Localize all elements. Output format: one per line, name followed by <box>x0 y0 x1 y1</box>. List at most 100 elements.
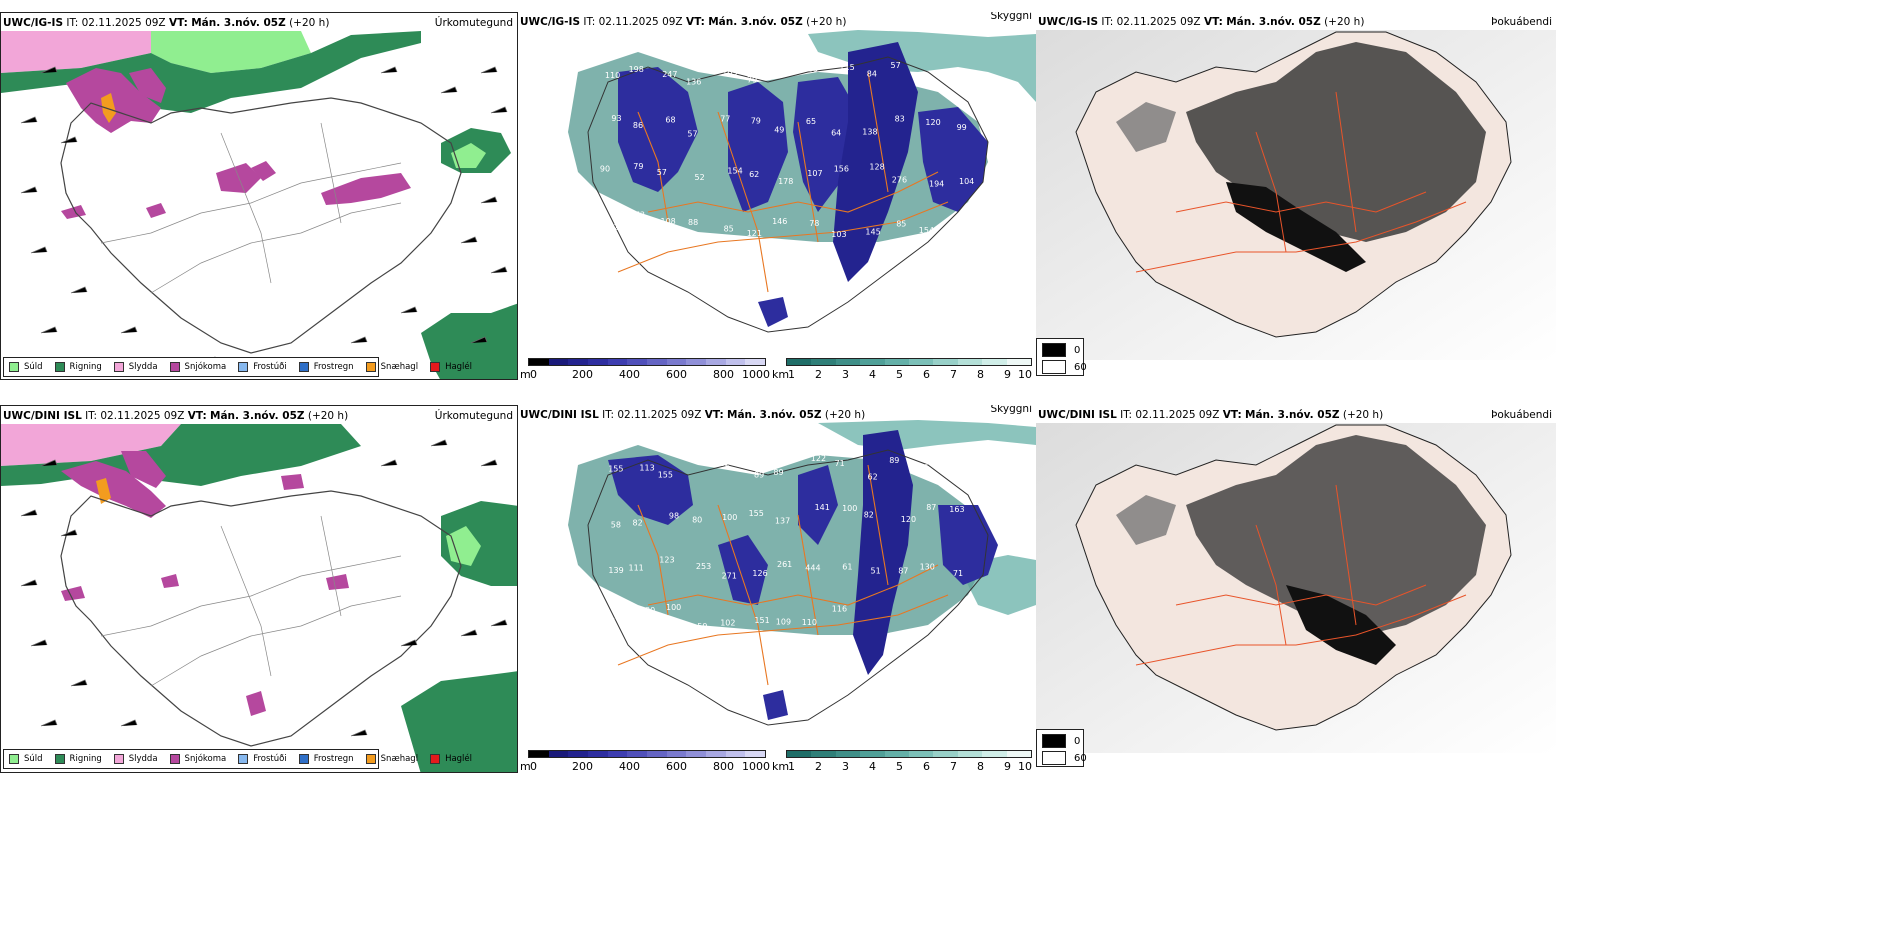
legend-swatch <box>238 362 249 372</box>
colorbar-segment <box>835 751 861 757</box>
visibility-value-label: 89 <box>773 468 783 477</box>
visibility-value-label: 99 <box>957 123 967 132</box>
visibility-value-label: 89 <box>889 456 899 465</box>
legend-item-snow: Snjókoma <box>169 754 226 764</box>
low-visibility-area <box>618 67 698 192</box>
visibility-map: 110 198 247 136 103 79 82 65 115 84 57 69 83 93 86 68 57… <box>568 30 1036 333</box>
colorbar-segment <box>725 751 746 757</box>
fog-dark-area <box>1226 182 1366 272</box>
visibility-value-label: 65 <box>808 65 818 74</box>
visibility-value-label: 57 <box>891 61 901 70</box>
legend-swatch <box>9 754 19 764</box>
colorbar-tick: 10 <box>1018 368 1032 380</box>
visibility-value-label: 123 <box>659 555 674 564</box>
visibility-value-label: 64 <box>831 129 841 138</box>
colorbar-tick: 5 <box>896 760 903 773</box>
visibility-value-label: 155 <box>658 471 673 480</box>
visibility-value-label: 194 <box>929 179 944 188</box>
lead-time: (+20 h) <box>289 17 330 29</box>
colorbar-segment <box>811 359 836 365</box>
visibility-value-label: 110 <box>605 71 620 80</box>
visibility-km-colorbar: km 1 2 3 4 5 6 7 8 9 10 <box>772 358 1032 380</box>
colorbar-segment <box>909 359 934 365</box>
panel-visibility-row2: UWC/DINI ISL IT: 02.11.2025 09Z VT: Mán.… <box>518 405 1036 773</box>
legend-swatch <box>113 754 124 764</box>
colorbar-tick: 10 <box>1018 760 1032 773</box>
lead-time: (+20 h) <box>1342 409 1384 421</box>
visibility-value-label: 79 <box>747 76 757 85</box>
vt-label: VT: <box>168 17 188 29</box>
fog-legend-label: 0 <box>1074 344 1081 356</box>
legend-swatch <box>169 362 180 372</box>
vt-value: Mán. 3.nóv. 05Z <box>1245 409 1340 421</box>
visibility-value-label: 109 <box>776 618 791 627</box>
legend-item-rain: Rigning <box>54 362 102 372</box>
fog-legend-label: 0 <box>1074 735 1081 747</box>
iceland-coastline <box>587 449 989 726</box>
visibility-value-label: 146 <box>772 217 787 226</box>
colorbar-segment <box>588 359 608 365</box>
lead-time: (+20 h) <box>1324 16 1365 28</box>
visibility-value-label: 122 <box>811 454 826 463</box>
colorbar-tick: 0 <box>530 368 537 380</box>
visibility-value-label: 141 <box>815 503 830 512</box>
vt-label: VT: <box>1222 409 1242 421</box>
snow-area <box>121 451 166 488</box>
colorbar-segment <box>529 359 549 365</box>
low-visibility-area <box>758 297 788 327</box>
lead-time: (+20 h) <box>307 410 349 422</box>
colorbar-segment <box>787 359 812 365</box>
sleet-area <box>1 424 181 466</box>
snow-area <box>251 161 276 181</box>
low-visibility-area <box>728 82 788 212</box>
it-value: 02.11.2025 09Z <box>100 410 185 422</box>
panel-title: Úrkomutegund <box>434 410 513 422</box>
panel-header: UWC/DINI ISL IT: 02.11.2025 09Z VT: Mán.… <box>1 406 517 426</box>
colorbar-segment <box>686 359 707 365</box>
visibility-value-label: 111 <box>629 563 644 572</box>
legend-label: Frostúði <box>253 362 287 372</box>
colorbar-segment <box>884 359 910 365</box>
legend-swatch <box>365 362 376 372</box>
visibility-value-label: 83 <box>895 115 905 124</box>
visibility-value-label: 163 <box>949 505 964 514</box>
visibility-value-label: 253 <box>696 562 711 571</box>
visibility-value-label: 69 <box>930 79 940 88</box>
visibility-value-label: 136 <box>686 78 701 87</box>
legend-item-rain: Rigning <box>54 754 102 764</box>
panel-header: UWC/DINI ISL IT: 02.11.2025 09Z VT: Mán.… <box>518 405 1036 425</box>
legend-swatch <box>169 754 180 764</box>
fog-map <box>1036 30 1556 360</box>
colorbar-segment <box>811 751 836 757</box>
visibility-value-label: 93 <box>689 454 699 463</box>
colorbar-segment <box>627 751 648 757</box>
snow-area <box>281 474 304 490</box>
snow-area <box>161 574 179 588</box>
panel-title: Þokuábendi <box>1491 409 1552 421</box>
fog-swatch <box>1042 360 1066 374</box>
legend-label: Snjókoma <box>184 362 227 372</box>
colorbar-segment <box>725 359 746 365</box>
colorbar-segment <box>835 359 861 365</box>
visibility-value-label: 139 <box>608 566 623 575</box>
colorbar-segment <box>627 359 648 365</box>
visibility-value-label: 103 <box>831 230 846 239</box>
colorbar-segment <box>933 359 958 365</box>
legend-item-freezing-rain: Frostregn <box>298 754 354 764</box>
vt-label: VT: <box>685 16 705 28</box>
colorbar-segment <box>745 359 766 365</box>
it-value: 02.11.2025 09Z <box>81 17 166 29</box>
it-label: IT: <box>1101 16 1114 28</box>
visibility-value-label: 86 <box>633 121 643 130</box>
visibility-value-label: 198 <box>629 65 644 74</box>
visibility-value-label: 52 <box>695 173 705 182</box>
colorbar-segment <box>706 359 726 365</box>
hail-area <box>101 93 116 123</box>
sleet-area <box>1 31 151 73</box>
visibility-value-label: 85 <box>896 219 906 228</box>
legend-item-sleet: Slydda <box>113 754 158 764</box>
visibility-numbers: 110 198 247 136 103 79 82 65 115 84 57 69 83 93 86 68 57… <box>600 61 974 239</box>
colorbar-tick: 600 <box>666 760 687 773</box>
snow-area <box>61 205 86 219</box>
visibility-value-label: 154 <box>727 167 742 176</box>
